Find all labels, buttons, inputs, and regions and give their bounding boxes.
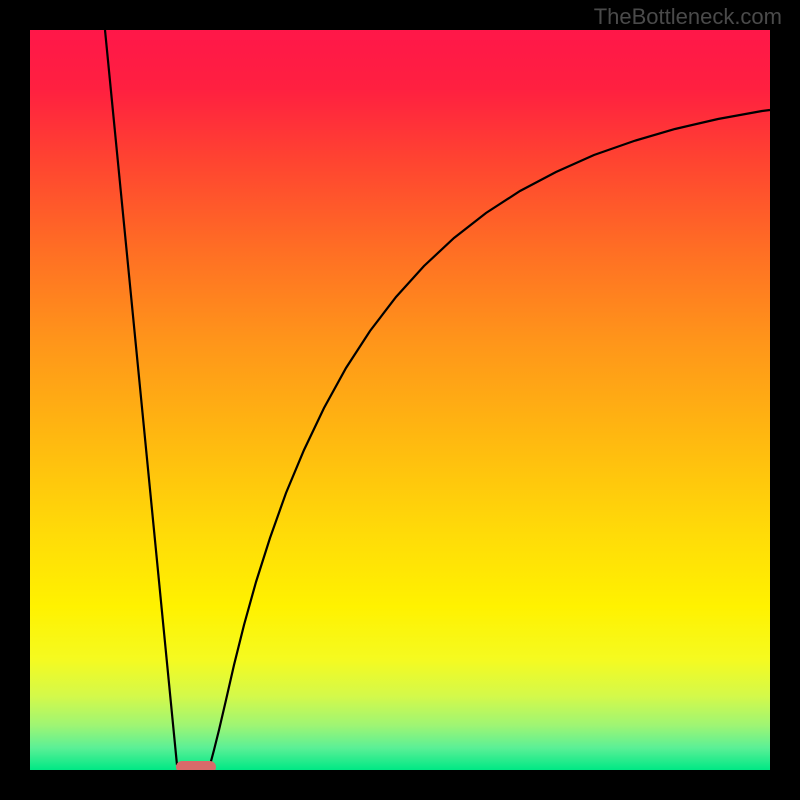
plot-area	[30, 30, 770, 770]
bottleneck-curve	[30, 30, 770, 770]
watermark-text: TheBottleneck.com	[594, 4, 782, 30]
optimal-marker	[176, 761, 216, 770]
curve-left-line	[105, 30, 177, 765]
chart-container: TheBottleneck.com	[0, 0, 800, 800]
curve-right-path	[210, 110, 770, 765]
